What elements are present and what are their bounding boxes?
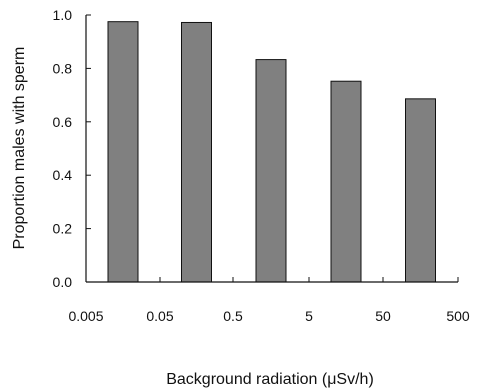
bars xyxy=(107,21,436,283)
y-tick-label: 0.8 xyxy=(53,60,73,76)
bar xyxy=(107,21,139,283)
y-tick-label: 0.0 xyxy=(53,274,73,290)
bar xyxy=(181,21,212,283)
x-tick-label: 0.05 xyxy=(146,308,173,324)
y-axis-label: Proportion males with sperm xyxy=(11,47,28,250)
y-tick-label: 0.2 xyxy=(53,221,73,237)
axes xyxy=(85,15,458,283)
y-axis-ticks: 0.0 0.2 0.4 0.6 0.8 1.0 xyxy=(53,7,91,290)
bar xyxy=(405,98,436,283)
x-tick-label: 0.5 xyxy=(223,308,243,324)
y-tick-label: 0.4 xyxy=(53,167,73,183)
bar xyxy=(330,80,362,283)
y-tick-label: 0.6 xyxy=(53,114,73,130)
x-tick-label: 0.005 xyxy=(68,308,103,324)
x-axis-ticks: 0.005 0.05 0.5 5 50 500 xyxy=(68,277,470,324)
bar xyxy=(255,59,287,283)
x-tick-label: 500 xyxy=(446,308,470,324)
y-tick-label: 1.0 xyxy=(53,7,73,23)
x-tick-label: 50 xyxy=(375,308,391,324)
x-axis-label: Background radiation (μSv/h) xyxy=(166,371,374,388)
x-tick-label: 5 xyxy=(305,308,313,324)
